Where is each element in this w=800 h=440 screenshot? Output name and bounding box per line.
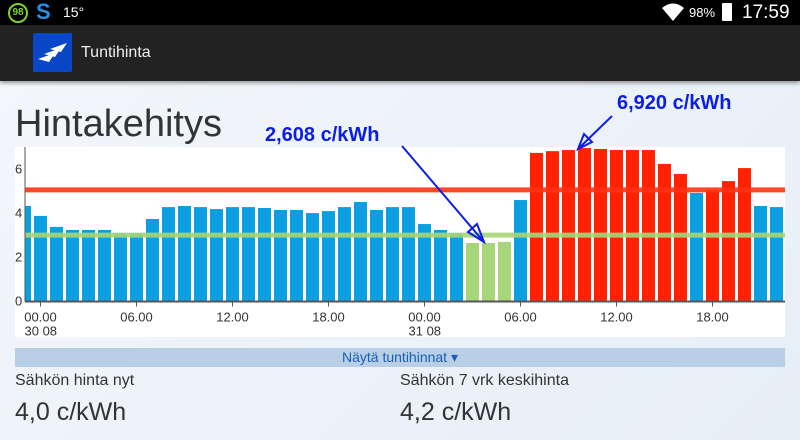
price-bar [402, 207, 415, 301]
price-bar [82, 230, 95, 301]
price-bar [226, 207, 239, 301]
price-bar [754, 205, 767, 301]
show-hourly-prices-button[interactable]: Näytä tuntihinnat ▾ [15, 348, 785, 367]
price-bar [162, 207, 175, 301]
price-bar [722, 181, 735, 301]
price-bar [514, 200, 527, 301]
app-title: Tuntihinta [81, 44, 151, 61]
price-bar [178, 205, 191, 301]
price-bar [258, 207, 271, 301]
x-tick-date: 31 08 [409, 324, 442, 338]
x-tick-label: 18.00 [312, 310, 345, 325]
battery-saver-98-icon: 98 [8, 3, 28, 23]
max-price-annotation: 6,920 c/kWh [617, 92, 732, 114]
price-bar [706, 189, 719, 301]
price-bar [50, 226, 63, 301]
s-app-icon: S [36, 0, 51, 24]
price-bar [434, 230, 447, 301]
price-bar [466, 243, 479, 301]
max-arrowhead-icon [576, 132, 594, 152]
price-bar [498, 241, 511, 301]
page-title: Hintakehitys [15, 103, 222, 145]
price-bar [482, 243, 495, 301]
wifi-icon [662, 2, 684, 27]
price-bar [66, 230, 79, 301]
price-bar [418, 224, 431, 301]
status-bar: 98 S 15° 98% 17:59 [0, 0, 800, 25]
price-bar [146, 218, 159, 301]
x-tick-label: 00.00 [408, 310, 441, 325]
y-tick-label: 4 [15, 205, 22, 220]
x-tick-label: 06.00 [120, 310, 153, 325]
price-bar [194, 207, 207, 301]
app-bar: Tuntihinta [0, 25, 800, 81]
price-bar [578, 148, 591, 301]
price-bar [114, 233, 127, 301]
price-bar [770, 207, 783, 301]
tuntihinta-logo-icon[interactable] [33, 33, 72, 72]
price-bar [338, 207, 351, 301]
clock: 17:59 [742, 2, 790, 23]
x-tick-label: 00.00 [24, 310, 57, 325]
x-tick-label: 06.00 [504, 310, 537, 325]
x-tick-label: 12.00 [600, 310, 633, 325]
price-bar [450, 233, 463, 301]
price-bar [98, 230, 111, 301]
y-tick-label: 2 [15, 249, 22, 264]
x-tick-label: 12.00 [216, 310, 249, 325]
x-tick-date: 30 08 [25, 324, 58, 338]
min-price-annotation: 2,608 c/kWh [265, 124, 380, 146]
y-tick-label: 6 [15, 161, 22, 176]
price-bar [242, 207, 255, 301]
y-tick-label: 0 [15, 294, 22, 309]
price-bar [354, 202, 367, 301]
x-tick-label: 18.00 [696, 310, 729, 325]
price-bar [210, 209, 223, 301]
avg-price-label: Sähkön 7 vrk keskihinta [400, 372, 569, 389]
price-bar [130, 233, 143, 301]
price-bar [25, 205, 31, 301]
max-arrow-icon [577, 115, 613, 150]
current-price-value: 4,0 c/kWh [15, 398, 127, 426]
current-price-label: Sähkön hinta nyt [15, 372, 135, 389]
price-chart: 0 2 4 6 00.00 30 08 06.00 12.00 18.00 00.00 31 08 0… [15, 147, 799, 339]
battery-percent: 98% [689, 5, 716, 20]
avg-price-value: 4,2 c/kWh [400, 398, 512, 426]
temperature: 15° [63, 4, 85, 20]
min-arrowhead-icon [466, 222, 487, 245]
min-arrow-icon [401, 145, 485, 243]
battery-icon [722, 3, 732, 21]
price-bar [386, 207, 399, 301]
price-bar [690, 192, 703, 301]
price-bar [594, 148, 607, 301]
price-bar [658, 163, 671, 301]
